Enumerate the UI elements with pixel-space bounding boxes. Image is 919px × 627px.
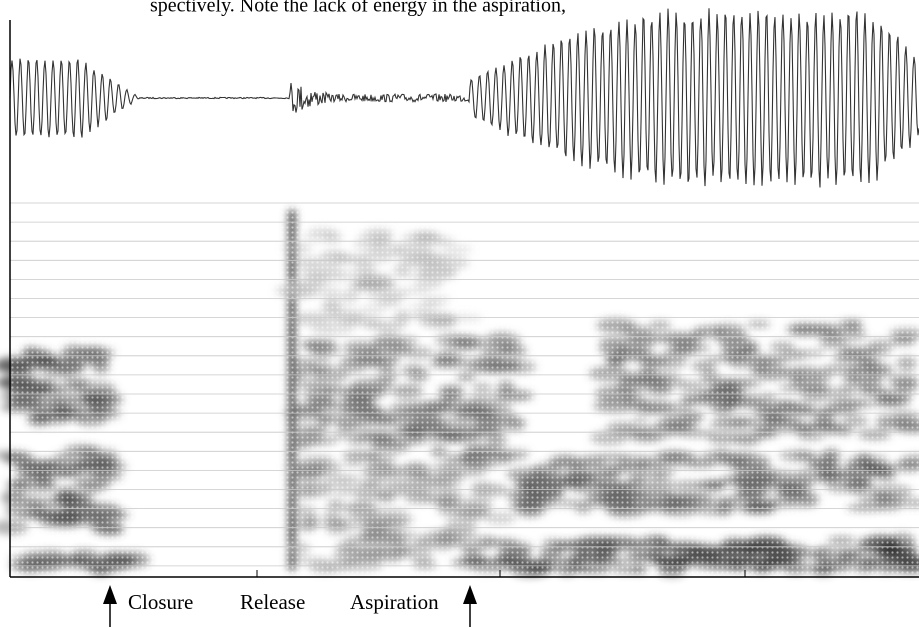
caption-fragment: spectively. Note the lack of energy in t… [150,0,566,17]
closure-label: Closure [128,590,193,614]
release-label: Release [240,590,305,614]
aspiration-label: Aspiration [350,590,439,614]
waveform [9,8,919,188]
spectrogram-grid [10,202,919,567]
arrow-head [463,585,477,604]
spectrogram-texture [10,196,919,577]
arrow-head [103,585,117,604]
